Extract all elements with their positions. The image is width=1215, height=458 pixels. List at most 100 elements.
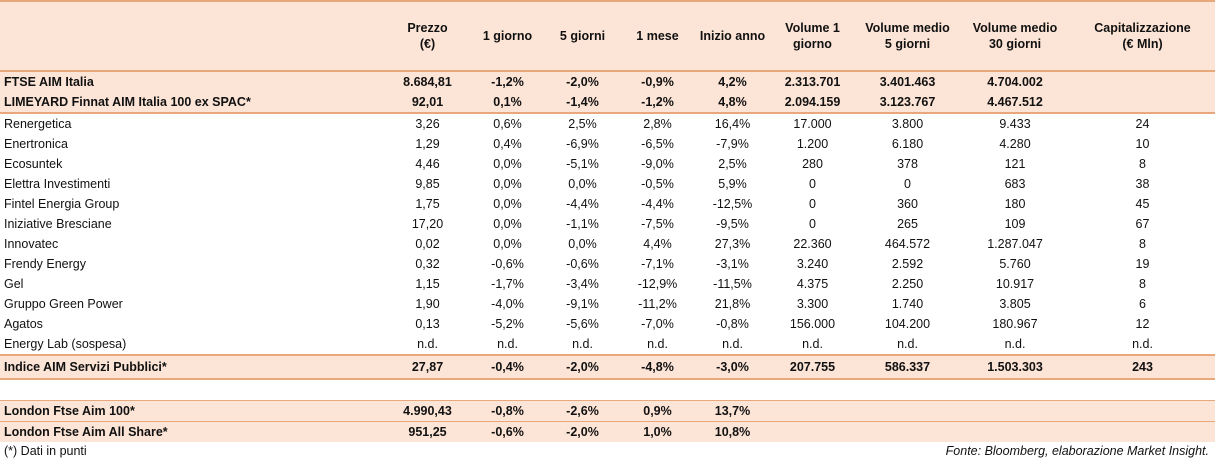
cell: 0: [809, 217, 816, 231]
cell: 4,46: [415, 157, 440, 171]
table-row: Indice AIM Servizi Pubblici* 27,87 -0,4% -2…: [0, 354, 1215, 380]
cell: -3,0%: [695, 354, 770, 380]
table-row: London Ftse Aim All Share* 951,25 -0,6% -2,…: [0, 421, 1215, 442]
row-label: Innovatec: [4, 237, 59, 251]
cell: 4.467.512: [960, 92, 1070, 114]
table-row: Energy Lab (sospesa) n.d. n.d. n.d. n.d. n.d.…: [0, 334, 1215, 355]
cell: 0,1%: [470, 92, 545, 114]
cell: 6: [1139, 297, 1146, 311]
cell: 4,8%: [695, 92, 770, 114]
table-row: Innovatec 0,02 0,0% 0,0% 4,4% 27,3% 22.360 464.…: [0, 234, 1215, 254]
cell: 27,3%: [714, 237, 751, 251]
cell: 2.250: [891, 277, 924, 291]
cell: 3.300: [796, 297, 829, 311]
cell: 19: [1135, 257, 1150, 271]
cell: 2.094.159: [770, 92, 855, 114]
cell: -7,1%: [641, 257, 674, 271]
cell: 27,87: [385, 354, 470, 380]
row-label: London Ftse Aim 100*: [0, 400, 385, 422]
cell: -5,2%: [491, 317, 524, 331]
row-label: Frendy Energy: [4, 257, 86, 271]
cell: n.d.: [572, 337, 593, 351]
cell: 17,20: [411, 217, 444, 231]
cell: 0,32: [415, 257, 440, 271]
cell: 0,9%: [620, 400, 695, 422]
row-label: Gel: [4, 277, 24, 291]
cell: 683: [1004, 177, 1026, 191]
market-table: Prezzo (€) 1 giorno 5 giorni 1 mese Inizio a…: [0, 0, 1215, 442]
header-row: Prezzo (€) 1 giorno 5 giorni 1 mese Inizio a…: [0, 0, 1215, 72]
row-label: Agatos: [4, 317, 43, 331]
cell: -0,6%: [566, 257, 599, 271]
cell: 156.000: [789, 317, 836, 331]
cell: 0,0%: [493, 177, 522, 191]
cell: 6.180: [891, 137, 924, 151]
cell: -6,5%: [641, 137, 674, 151]
cell: 5.760: [999, 257, 1031, 271]
table-row: Gruppo Green Power 1,90 -4,0% -9,1% -11,2% 21…: [0, 294, 1215, 314]
cell: -4,4%: [641, 197, 674, 211]
cell: 109: [1004, 217, 1026, 231]
gap-cell: [0, 379, 1215, 401]
cell: -4,4%: [566, 197, 599, 211]
cell: -0,8%: [716, 317, 749, 331]
row-label: Iniziative Bresciane: [4, 217, 112, 231]
empty-cell: [1070, 400, 1215, 422]
cell: 4.990,43: [385, 400, 470, 422]
table-row: Enertronica 1,29 0,4% -6,9% -6,5% -7,9% 1.200 6…: [0, 134, 1215, 154]
column-header: 5 giorni: [545, 0, 620, 72]
cell: 951,25: [385, 421, 470, 442]
cell: -0,9%: [620, 71, 695, 92]
cell: 10,8%: [695, 421, 770, 442]
cell: 67: [1135, 217, 1150, 231]
cell: 586.337: [855, 354, 960, 380]
cell: 1,0%: [620, 421, 695, 442]
column-header: 1 giorno: [470, 0, 545, 72]
table-row: FTSE AIM Italia 8.684,81 -1,2% -2,0% -0,9% 4,…: [0, 71, 1215, 92]
cell: 207.755: [770, 354, 855, 380]
cell: -1,7%: [491, 277, 524, 291]
empty-cell: [1070, 92, 1215, 114]
cell: 1.287.047: [987, 237, 1043, 251]
table-row: Gel 1,15 -1,7% -3,4% -12,9% -11,5% 4.375 2.250 1…: [0, 274, 1215, 294]
cell: 2,8%: [643, 117, 672, 131]
cell: -1,1%: [566, 217, 599, 231]
cell: 464.572: [884, 237, 931, 251]
cell: 1,15: [415, 277, 440, 291]
cell: 1.740: [891, 297, 924, 311]
cell: 0,4%: [493, 137, 522, 151]
cell: 0,0%: [568, 177, 597, 191]
cell: 2,5%: [718, 157, 747, 171]
empty-cell: [960, 400, 1070, 422]
column-header: Volume medio 5 giorni: [855, 0, 960, 72]
cell: 38: [1135, 177, 1150, 191]
cell: -7,5%: [641, 217, 674, 231]
cell: -1,4%: [545, 92, 620, 114]
cell: -2,0%: [545, 71, 620, 92]
cell: 9.433: [999, 117, 1031, 131]
cell: n.d.: [1004, 337, 1026, 351]
cell: -0,5%: [641, 177, 674, 191]
cell: -5,6%: [566, 317, 599, 331]
row-label: Enertronica: [4, 137, 68, 151]
row-label: London Ftse Aim All Share*: [0, 421, 385, 442]
cell: -7,9%: [716, 137, 749, 151]
cell: 1,29: [415, 137, 440, 151]
cell: -2,0%: [545, 354, 620, 380]
cell: -0,6%: [470, 421, 545, 442]
cell: -4,8%: [620, 354, 695, 380]
column-header: Prezzo (€): [385, 0, 470, 72]
cell: 265: [897, 217, 918, 231]
cell: 2.313.701: [770, 71, 855, 92]
cell: 3.805: [999, 297, 1031, 311]
table-row: London Ftse Aim 100* 4.990,43 -0,8% -2,6% 0,…: [0, 400, 1215, 422]
cell: -5,1%: [566, 157, 599, 171]
empty-cell: [770, 421, 855, 442]
row-label: Elettra Investimenti: [4, 177, 111, 191]
cell: 17.000: [793, 117, 832, 131]
empty-cell: [855, 400, 960, 422]
cell: 22.360: [793, 237, 832, 251]
cell: 2,5%: [568, 117, 597, 131]
cell: 0,0%: [493, 237, 522, 251]
cell: 4,4%: [643, 237, 672, 251]
